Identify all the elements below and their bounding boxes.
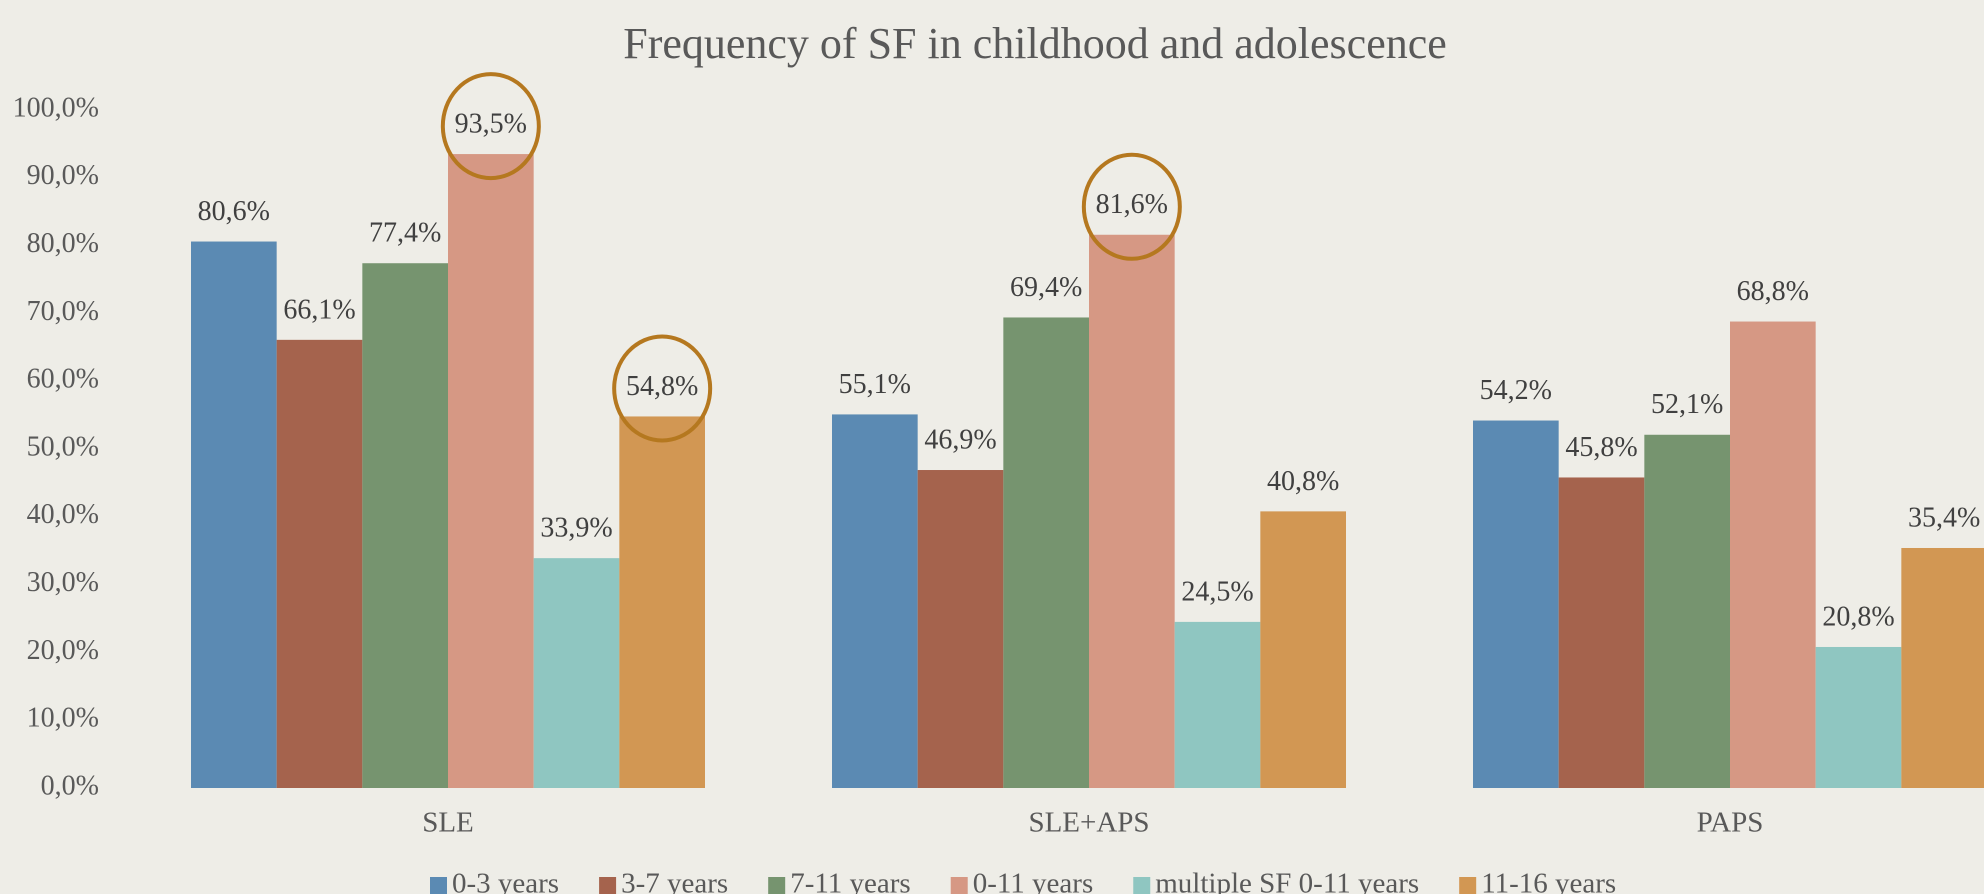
data-label: 54,8% — [626, 371, 698, 402]
data-label: 80,6% — [198, 196, 270, 227]
y-tick-label: 90,0% — [27, 160, 99, 191]
legend-swatch — [1133, 877, 1151, 894]
x-tick-label: SLE — [422, 807, 474, 839]
y-tick-label: 30,0% — [27, 567, 99, 598]
bar — [1089, 234, 1175, 788]
bar — [191, 241, 277, 789]
bar — [448, 154, 534, 788]
data-label: 93,5% — [455, 108, 527, 139]
y-tick-label: 20,0% — [27, 635, 99, 666]
bar — [1815, 646, 1902, 788]
y-tick-label: 100,0% — [13, 92, 99, 123]
highlight-ring — [440, 72, 541, 181]
y-tick-label: 50,0% — [27, 431, 99, 462]
legend-label: 0-11 years — [973, 868, 1094, 894]
data-label: 81,6% — [1096, 189, 1168, 220]
y-tick-label: 70,0% — [27, 296, 99, 327]
bar — [619, 416, 705, 788]
y-tick-label: 60,0% — [27, 364, 99, 395]
data-label: 77,4% — [369, 218, 441, 249]
chart-title: Frequency of SF in childhood and adolesc… — [623, 19, 1447, 68]
highlight-ring — [612, 334, 713, 443]
bar — [1558, 477, 1645, 788]
bar — [1473, 420, 1559, 788]
data-label: 68,8% — [1737, 276, 1809, 307]
y-tick-label: 0,0% — [41, 770, 99, 801]
bar — [917, 470, 1004, 788]
data-label: 55,1% — [839, 369, 911, 400]
data-label: 33,9% — [540, 513, 612, 544]
data-label: 69,4% — [1010, 272, 1082, 303]
legend-swatch — [768, 877, 786, 894]
legend-swatch — [950, 877, 968, 894]
legend-label: 0-3 years — [452, 868, 559, 894]
y-tick-label: 80,0% — [27, 228, 99, 259]
bar — [533, 558, 620, 788]
bar — [276, 339, 363, 788]
data-label: 54,2% — [1480, 375, 1552, 406]
legend-swatch — [599, 877, 617, 894]
bar — [1174, 621, 1261, 788]
data-label: 46,9% — [924, 424, 996, 455]
data-label: 40,8% — [1267, 466, 1339, 497]
bar — [362, 263, 448, 788]
legend-swatch — [430, 877, 447, 894]
bar — [1644, 434, 1730, 788]
data-label: 24,5% — [1181, 576, 1253, 607]
bar — [832, 414, 918, 788]
x-tick-label: SLE+APS — [1028, 807, 1149, 839]
legend-label: multiple SF 0-11 years — [1155, 868, 1419, 894]
y-tick-label: 10,0% — [27, 703, 99, 734]
legend-label: 7-11 years — [790, 868, 911, 894]
bar — [1003, 317, 1089, 788]
legend-label: 11-16 years — [1481, 868, 1616, 894]
data-label: 66,1% — [283, 294, 355, 325]
data-label: 20,8% — [1822, 601, 1894, 632]
legend-swatch — [1459, 877, 1477, 894]
highlight-ring — [1081, 152, 1182, 261]
y-tick-label: 40,0% — [27, 499, 99, 530]
data-label: 52,1% — [1651, 389, 1723, 420]
bar — [1901, 547, 1984, 788]
bar — [1260, 511, 1346, 788]
legend-label: 3-7 years — [621, 868, 728, 894]
data-label: 35,4% — [1908, 502, 1980, 533]
x-tick-label: PAPS — [1697, 807, 1764, 839]
data-label: 45,8% — [1565, 432, 1637, 463]
bar — [1730, 321, 1816, 788]
